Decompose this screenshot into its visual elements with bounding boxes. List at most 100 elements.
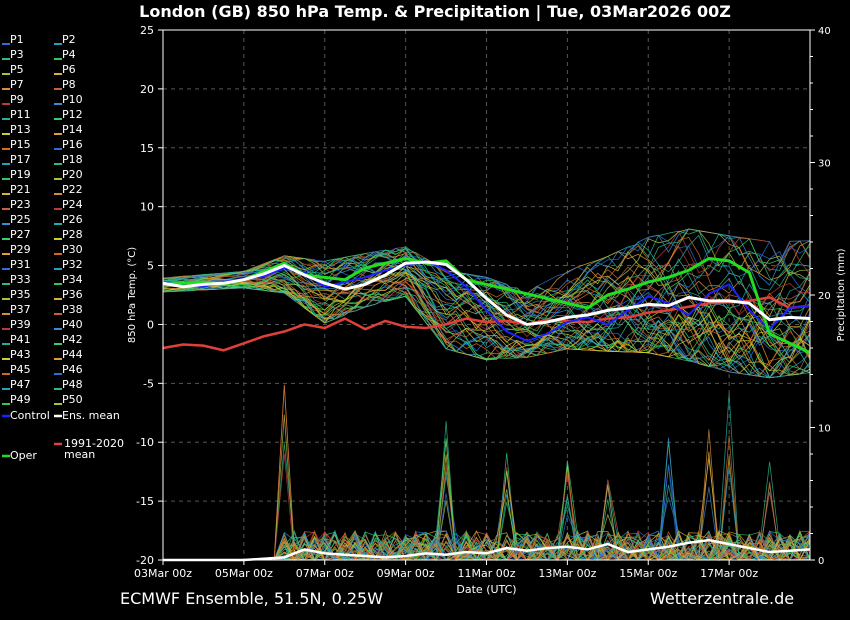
legend-label: P49 <box>10 393 31 406</box>
legend-label: P14 <box>62 123 83 136</box>
legend-label: P26 <box>62 213 83 226</box>
legend-label: P44 <box>62 348 83 361</box>
legend-label: P7 <box>10 78 24 91</box>
ensemble-member-line <box>162 279 811 375</box>
y-tick-label: -10 <box>136 436 154 449</box>
precip-mean-line <box>163 538 811 562</box>
legend-label: P32 <box>62 258 83 271</box>
y-tick-label: -5 <box>143 377 154 390</box>
x-tick-label: 17Mar 00z <box>700 567 758 580</box>
ensemble-member-line <box>162 264 811 367</box>
legend-label: P9 <box>10 93 24 106</box>
legend-label: P28 <box>62 228 83 241</box>
x-axis-label: Date (UTC) <box>456 583 516 596</box>
main-series <box>162 256 811 355</box>
ensemble-member-line <box>162 286 811 379</box>
legend-label: P25 <box>10 213 31 226</box>
y2-tick-label: 0 <box>818 556 824 567</box>
legend-label: P40 <box>62 318 83 331</box>
legend-label: P16 <box>62 138 83 151</box>
legend-label: P4 <box>62 48 76 61</box>
climate-mean-line <box>162 296 811 352</box>
legend-label: P27 <box>10 228 31 241</box>
legend-label: Ens. mean <box>62 409 120 422</box>
y-axis-label: 850 hPa Temp. (°C) <box>127 247 138 343</box>
x-tick-label: 05Mar 00z <box>215 567 273 580</box>
legend-label: P5 <box>10 63 24 76</box>
legend-label: P35 <box>10 288 31 301</box>
footer-source: Wetterzentrale.de <box>650 589 795 608</box>
legend-label: P15 <box>10 138 31 151</box>
legend-label: P42 <box>62 333 83 346</box>
y-tick-label: -15 <box>136 495 154 508</box>
ensemble-member-line <box>163 281 811 379</box>
grid <box>163 30 810 560</box>
y-tick-label: 5 <box>147 260 154 273</box>
legend-label: P21 <box>10 183 31 196</box>
y-tick-label: 20 <box>140 83 154 96</box>
legend-label: P10 <box>62 93 83 106</box>
y2-tick-label: 40 <box>818 26 831 37</box>
legend-label: P45 <box>10 363 31 376</box>
legend-label: P12 <box>62 108 83 121</box>
ensemble-member-line <box>162 284 811 375</box>
legend-label: P31 <box>10 258 31 271</box>
axes: 25 20 15 10 5 0 -5 -10 -15 -20 40 30 20 10 0 03Mar 00z 0… <box>127 24 847 596</box>
legend-label: P38 <box>62 303 83 316</box>
oper-line <box>162 256 811 355</box>
ensemble-member-line <box>162 228 811 361</box>
legend-label: P30 <box>62 243 83 256</box>
legend-label: P29 <box>10 243 31 256</box>
x-tick-label: 15Mar 00z <box>619 567 677 580</box>
legend-label: P36 <box>62 288 83 301</box>
y-tick-label: -20 <box>136 554 154 567</box>
legend-label: P18 <box>62 153 83 166</box>
legend-label: P3 <box>10 48 24 61</box>
legend-label: P34 <box>62 273 83 286</box>
legend-label: P17 <box>10 153 31 166</box>
chart-title: London (GB) 850 hPa Temp. & Precipitatio… <box>139 2 731 21</box>
legend-label: P43 <box>10 348 31 361</box>
x-tick-label: 03Mar 00z <box>134 567 192 580</box>
legend-label: P33 <box>10 273 31 286</box>
legend: P1 P2 P3 P4 P5 P6 P7 P8 P9 P10 P11 P12 P13 P14 P15 P16 P… <box>2 33 124 462</box>
legend-label: P50 <box>62 393 83 406</box>
legend-label: P22 <box>62 183 83 196</box>
legend-label: P11 <box>10 108 31 121</box>
y-tick-label: 25 <box>140 24 154 37</box>
legend-label: P8 <box>62 78 76 91</box>
legend-label: P46 <box>62 363 83 376</box>
legend-label: Oper <box>10 449 37 462</box>
legend-label: P13 <box>10 123 31 136</box>
legend-label: P1 <box>10 33 24 46</box>
legend-label: P6 <box>62 63 76 76</box>
legend-label: P23 <box>10 198 31 211</box>
legend-label: P24 <box>62 198 83 211</box>
ensemble-member-line <box>162 247 811 360</box>
ensemble-member-line <box>162 238 811 332</box>
y2-tick-label: 20 <box>818 291 831 302</box>
ens-mean-line <box>162 260 811 326</box>
x-tick-label: 09Mar 00z <box>377 567 435 580</box>
legend-label: P19 <box>10 168 31 181</box>
legend-label: 1991-2020 mean <box>64 437 124 461</box>
y2-tick-label: 30 <box>818 159 831 170</box>
y-tick-label: 0 <box>147 318 154 331</box>
legend-label: P2 <box>62 33 76 46</box>
y2-axis-label: Precipitation (mm) <box>836 248 847 341</box>
legend-label: P41 <box>10 333 31 346</box>
x-tick-label: 07Mar 00z <box>296 567 354 580</box>
legend-label: P48 <box>62 378 83 391</box>
legend-label: P39 <box>10 318 31 331</box>
ensemble-member-line <box>162 245 811 347</box>
legend-label: Control <box>10 409 50 422</box>
legend-label: P47 <box>10 378 31 391</box>
y2-tick-label: 10 <box>818 424 831 435</box>
x-tick-label: 11Mar 00z <box>457 567 515 580</box>
y-tick-label: 15 <box>140 142 154 155</box>
legend-label: P37 <box>10 303 31 316</box>
x-tick-label: 13Mar 00z <box>538 567 596 580</box>
footer-model: ECMWF Ensemble, 51.5N, 0.25W <box>120 589 384 608</box>
